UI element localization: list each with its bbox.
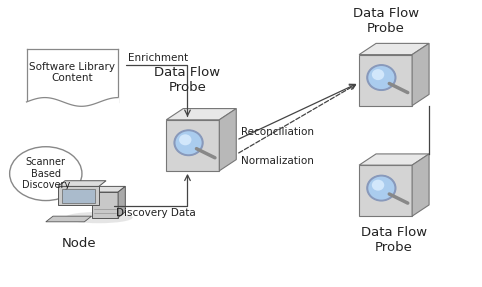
Polygon shape <box>166 120 219 171</box>
Polygon shape <box>359 55 412 106</box>
Ellipse shape <box>368 65 395 90</box>
Text: Enrichment: Enrichment <box>128 53 188 63</box>
Polygon shape <box>359 165 412 216</box>
Polygon shape <box>412 43 429 106</box>
Ellipse shape <box>65 212 133 223</box>
Polygon shape <box>359 43 429 55</box>
Text: Scanner
Based
Discovery: Scanner Based Discovery <box>22 157 70 190</box>
Text: Data Flow
Probe: Data Flow Probe <box>154 66 221 94</box>
Text: Reconciliation: Reconciliation <box>241 127 314 137</box>
Ellipse shape <box>366 64 397 91</box>
Ellipse shape <box>179 134 191 145</box>
Polygon shape <box>219 108 236 171</box>
Text: Normalization: Normalization <box>241 156 314 166</box>
Ellipse shape <box>174 129 204 156</box>
Ellipse shape <box>366 174 397 201</box>
Polygon shape <box>58 186 99 205</box>
Polygon shape <box>118 186 125 218</box>
Polygon shape <box>46 216 92 222</box>
Text: Software Library
Content: Software Library Content <box>29 62 115 84</box>
Text: Data Flow
Probe: Data Flow Probe <box>352 7 419 35</box>
Ellipse shape <box>10 147 82 201</box>
Ellipse shape <box>368 176 395 200</box>
Polygon shape <box>92 192 118 218</box>
Polygon shape <box>58 181 106 186</box>
Polygon shape <box>27 49 118 102</box>
Ellipse shape <box>175 131 202 155</box>
Text: Node: Node <box>62 236 97 250</box>
Text: Data Flow
Probe: Data Flow Probe <box>361 226 427 254</box>
Polygon shape <box>166 108 236 120</box>
Polygon shape <box>412 154 429 216</box>
Ellipse shape <box>372 180 384 191</box>
Polygon shape <box>92 186 125 192</box>
Polygon shape <box>62 189 95 203</box>
Ellipse shape <box>372 69 384 80</box>
Polygon shape <box>359 154 429 165</box>
Text: Discovery Data: Discovery Data <box>116 208 195 218</box>
